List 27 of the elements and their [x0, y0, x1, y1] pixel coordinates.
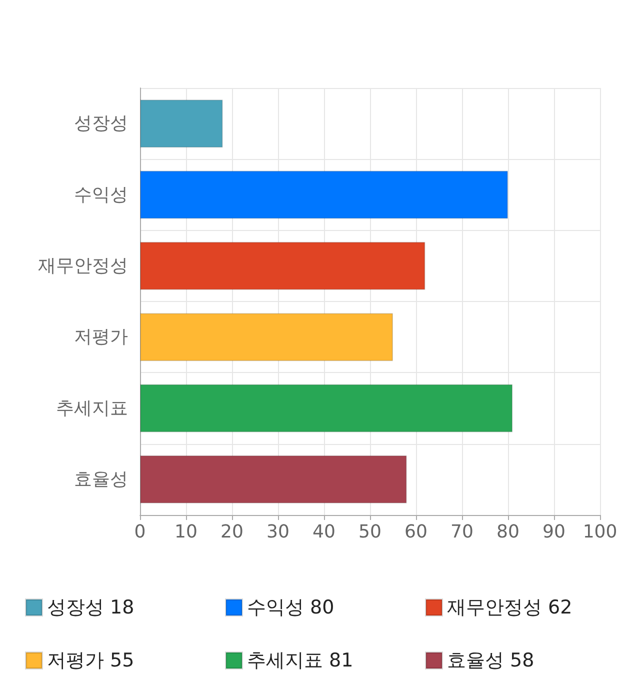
x-tick-label: 40	[312, 522, 336, 542]
x-tick-label: 30	[266, 522, 290, 542]
y-tick-label: 저평가	[74, 326, 128, 348]
text: 18	[110, 596, 134, 618]
text: 81	[329, 650, 354, 672]
legend-label: 효율성	[447, 650, 504, 672]
text: 80	[310, 596, 334, 618]
y-tick-label: 성장성	[74, 113, 128, 134]
y-tick-label: 추세지표	[56, 398, 128, 419]
x-tick-label: 10	[174, 522, 198, 542]
x-tick-label: 60	[404, 522, 428, 542]
x-tick-label: 70	[450, 522, 474, 542]
legend-label: 추세지표	[247, 650, 323, 672]
x-tick-label: 90	[542, 522, 566, 542]
x-tick-label: 80	[496, 522, 520, 542]
legend-label: 재무안정성	[447, 596, 542, 618]
text: 55	[110, 650, 134, 672]
legend-label: 수익성	[247, 596, 304, 618]
x-tick-label: 50	[358, 522, 382, 542]
y-tick-label: 수익성	[74, 184, 128, 206]
x-tick-label: 100	[582, 522, 618, 542]
text: 58	[510, 650, 534, 672]
text: 62	[548, 596, 572, 618]
y-tick-label: 효율성	[74, 468, 128, 490]
x-tick-label: 20	[220, 522, 244, 542]
x-tick-label: 0	[134, 522, 146, 542]
y-tick-label: 재무안정성	[38, 255, 128, 276]
